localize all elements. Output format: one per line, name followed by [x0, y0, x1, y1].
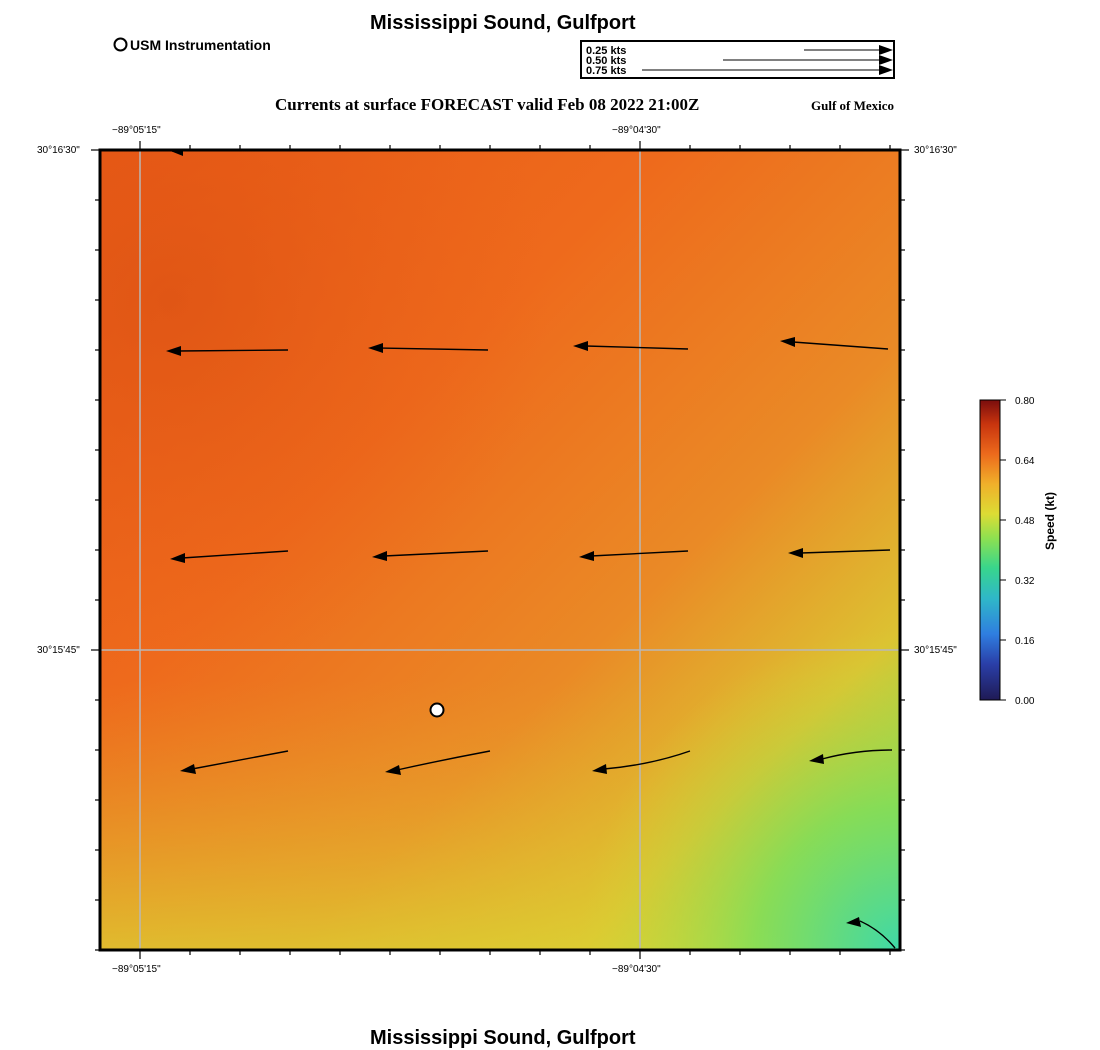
- colorbar: 0.00 0.16 0.32 0.48 0.64 0.80 Speed (kt): [975, 395, 1065, 710]
- colorbar-label: Speed (kt): [1043, 491, 1057, 550]
- lon-label-bottom-2: −89°04'30": [612, 964, 661, 975]
- colorbar-gradient: [979, 399, 1001, 701]
- current-arrow: [792, 341, 889, 350]
- current-arrow: [603, 750, 691, 770]
- current-arrow: [859, 920, 896, 949]
- marker-legend-label: USM Instrumentation: [130, 37, 271, 53]
- ref-arrow-head-2: [879, 55, 893, 65]
- current-arrow: [585, 345, 689, 350]
- ref-arrow-label-2: 0.50 kts: [586, 55, 627, 67]
- ref-arrow-head-1: [879, 45, 893, 55]
- forecast-subtitle: Currents at surface FORECAST valid Feb 0…: [275, 95, 700, 114]
- current-arrow: [590, 550, 689, 557]
- colorbar-tick-label: 0.80: [1015, 396, 1035, 407]
- colorbar-tick-label: 0.48: [1015, 516, 1035, 527]
- region-label: Gulf of Mexico: [811, 98, 895, 113]
- reference-arrow-legend: 0.25 kts 0.50 kts 0.75 kts: [580, 40, 895, 79]
- current-arrow: [181, 550, 289, 559]
- colorbar-tick-label: 0.00: [1015, 696, 1035, 707]
- current-arrow: [821, 749, 893, 760]
- current-arrow: [177, 349, 289, 352]
- lon-label-top-2: −89°04'30": [612, 125, 661, 136]
- ref-arrow-label-1: 0.25 kts: [586, 45, 627, 57]
- usm-instrument-marker[interactable]: [429, 702, 445, 718]
- current-arrow: [800, 549, 891, 554]
- page-title: Mississippi Sound, Gulfport: [370, 12, 636, 34]
- ref-arrow-label-3: 0.75 kts: [586, 65, 627, 77]
- current-arrow: [396, 750, 491, 771]
- current-arrow: [191, 750, 289, 770]
- current-arrowheads: [166, 150, 861, 927]
- footer-title: Mississippi Sound, Gulfport: [370, 1027, 636, 1049]
- graticule: [100, 150, 900, 950]
- ref-arrow-head-3: [879, 65, 893, 75]
- lat-label-left-2: 30°15'45": [37, 645, 80, 656]
- current-arrow: [383, 550, 489, 557]
- lat-label-right-1: 30°16'30": [914, 145, 957, 156]
- current-vectors: [171, 150, 896, 949]
- colorbar-tick-label: 0.16: [1015, 636, 1035, 647]
- current-arrow: [379, 347, 489, 351]
- lat-label-right-2: 30°15'45": [914, 645, 957, 656]
- lat-label-left-1: 30°16'30": [37, 145, 80, 156]
- colorbar-tick-label: 0.32: [1015, 576, 1035, 587]
- frame-ticks: [91, 141, 909, 959]
- marker-legend-icon: [113, 37, 128, 52]
- lon-label-top-1: −89°05'15": [112, 125, 161, 136]
- lon-label-bottom-1: −89°05'15": [112, 964, 161, 975]
- colorbar-tick-label: 0.64: [1015, 456, 1035, 467]
